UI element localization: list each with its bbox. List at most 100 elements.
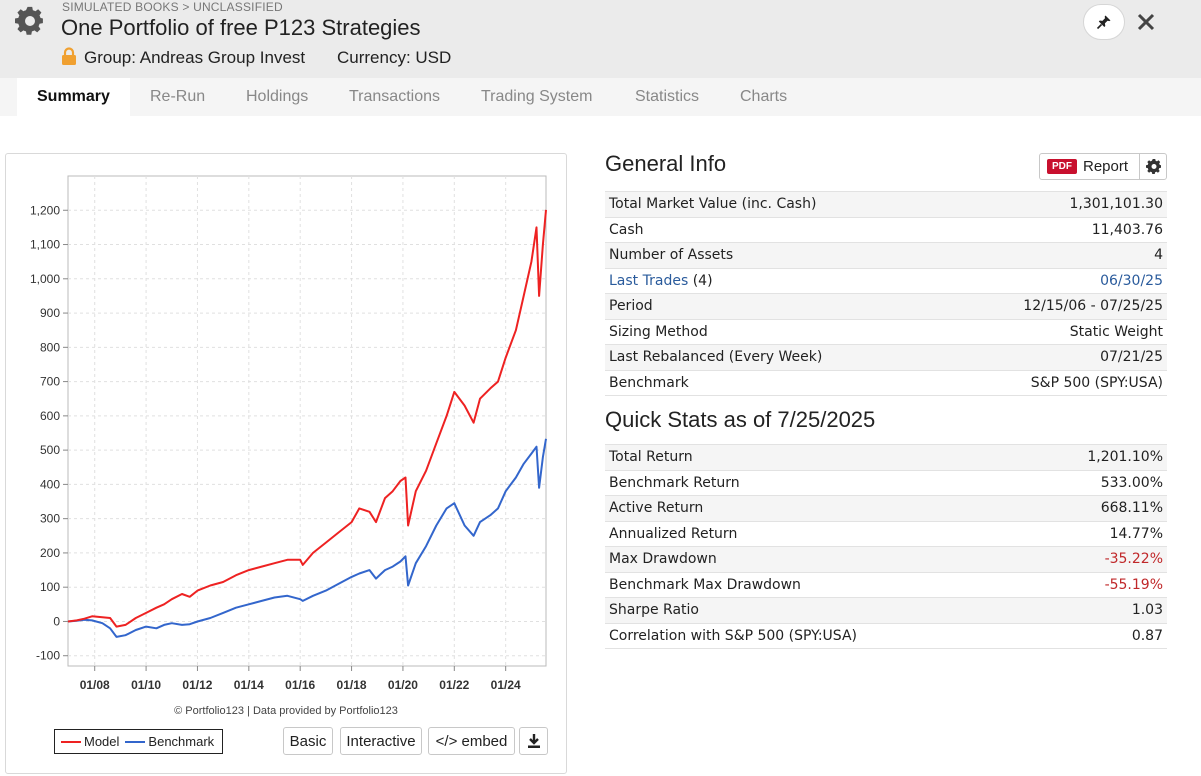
close-button[interactable] <box>1134 10 1158 34</box>
table-row: Benchmark Return 533.00% <box>605 469 1167 496</box>
tab-charts[interactable]: Charts <box>740 88 788 105</box>
general-info-heading: General Info <box>605 151 727 176</box>
x-tick-label: 01/14 <box>234 678 264 692</box>
y-tick-label: 700 <box>40 375 60 389</box>
tab-bar: Summary Re-Run Holdings Transactions Tra… <box>0 78 1201 116</box>
info-label: Cash <box>605 216 943 243</box>
y-tick-label: 300 <box>40 512 60 526</box>
grid-lines <box>68 176 546 666</box>
report-settings-gear-icon[interactable] <box>1146 158 1162 174</box>
general-info-table: Total Market Value (inc. Cash) 1,301,101… <box>605 191 1167 396</box>
y-tick-label: 800 <box>40 340 60 354</box>
table-row: Active Return 668.11% <box>605 495 1167 521</box>
x-tick-label: 01/20 <box>388 678 418 692</box>
stat-label: Active Return <box>605 495 1029 521</box>
legend-swatch-benchmark <box>125 740 146 743</box>
stat-value: 1.03 <box>1028 597 1167 623</box>
y-tick-label: 1,100 <box>30 238 60 252</box>
table-row: Correlation with S&P 500 (SPY:USA) 0.87 <box>605 622 1167 649</box>
info-label: Benchmark <box>605 369 943 396</box>
page-title: One Portfolio of free P123 Strategies <box>61 15 421 40</box>
table-row: Sharpe Ratio 1.03 <box>605 597 1167 623</box>
legend-item-model[interactable]: Model <box>59 734 119 749</box>
basic-button[interactable]: Basic <box>283 727 333 755</box>
tab-summary[interactable]: Summary <box>17 78 130 116</box>
info-label: Number of Assets <box>605 242 943 268</box>
y-tick-label: 600 <box>40 409 60 423</box>
y-tick-label: 0 <box>53 614 60 628</box>
table-row: Number of Assets 4 <box>605 242 1167 268</box>
stat-value: -35.22% <box>1028 546 1167 572</box>
legend-item-benchmark[interactable]: Benchmark <box>123 734 214 749</box>
y-tick-label: 200 <box>40 546 60 560</box>
x-tick-label: 01/22 <box>439 678 469 692</box>
download-button[interactable] <box>519 727 548 755</box>
stat-value: 0.87 <box>1028 622 1167 649</box>
y-tick-label: 900 <box>40 306 60 320</box>
last-trades-link[interactable]: Last Trades <box>609 272 689 289</box>
y-tick-label: 1,000 <box>30 272 60 286</box>
stat-value: -55.19% <box>1028 571 1167 598</box>
last-trades-count: (4) <box>692 272 713 289</box>
table-row: Total Market Value (inc. Cash) 1,301,101… <box>605 191 1167 217</box>
tab-re-run[interactable]: Re-Run <box>150 88 206 105</box>
chart-panel: -100 0 100 200 300 400 500 600 700 800 900 1,000 1,1… <box>5 153 567 774</box>
close-icon <box>1137 13 1155 31</box>
table-row: Annualized Return 14.77% <box>605 520 1167 547</box>
tab-statistics[interactable]: Statistics <box>635 88 700 105</box>
breadcrumb[interactable]: SIMULATED BOOKS > UNCLASSIFIED <box>62 0 283 14</box>
x-tick-label: 01/08 <box>80 678 110 692</box>
info-label: Period <box>605 293 943 319</box>
series-line-benchmark <box>67 438 547 638</box>
stat-label: Benchmark Return <box>605 469 1029 496</box>
info-value: 12/15/06 - 07/25/25 <box>942 293 1167 319</box>
info-label: Total Market Value (inc. Cash) <box>605 191 943 217</box>
pdf-badge: PDF <box>1047 159 1077 174</box>
interactive-button[interactable]: Interactive <box>340 727 422 755</box>
tab-trading-system[interactable]: Trading System <box>481 88 593 105</box>
info-label: Last Rebalanced (Every Week) <box>605 344 943 370</box>
info-value: 07/21/25 <box>942 344 1167 370</box>
info-value: Static Weight <box>942 318 1167 345</box>
info-value: 1,301,101.30 <box>942 191 1167 217</box>
quick-stats-heading: Quick Stats as of 7/25/2025 <box>605 407 876 432</box>
legend-label-benchmark: Benchmark <box>148 734 215 749</box>
group-label: Group: Andreas Group Invest <box>84 48 306 67</box>
x-tick-label: 01/10 <box>131 678 161 692</box>
page-header: SIMULATED BOOKS > UNCLASSIFIED One Portf… <box>0 0 1201 78</box>
y-tick-label: 400 <box>40 477 60 491</box>
info-label: Last Trades (4) <box>605 267 943 294</box>
tab-holdings[interactable]: Holdings <box>246 88 309 105</box>
pin-button[interactable] <box>1083 4 1125 40</box>
x-tick-label: 01/16 <box>285 678 315 692</box>
legend-swatch-model <box>61 740 81 743</box>
report-divider <box>1139 154 1140 179</box>
y-tick-label: 1,200 <box>30 203 60 217</box>
table-row: Benchmark Max Drawdown -55.19% <box>605 571 1167 598</box>
report-button[interactable]: PDF Report <box>1039 153 1167 180</box>
table-row: Total Return 1,201.10% <box>605 444 1167 470</box>
series-line-model <box>67 209 547 628</box>
table-row: Period 12/15/06 - 07/25/25 <box>605 293 1167 319</box>
stat-value: 533.00% <box>1028 469 1167 496</box>
y-tick-label: 100 <box>40 580 60 594</box>
table-row: Benchmark S&P 500 (SPY:USA) <box>605 369 1167 396</box>
chart-legend: Model Benchmark <box>54 729 224 754</box>
info-value: 11,403.76 <box>942 216 1167 243</box>
embed-button[interactable]: </> embed <box>428 727 515 755</box>
y-tick-label: -100 <box>36 649 60 663</box>
info-label: Sizing Method <box>605 318 943 345</box>
chart-credit: © Portfolio123 | Data provided by Portfo… <box>174 705 398 717</box>
stat-value: 668.11% <box>1028 495 1167 521</box>
info-value: 06/30/25 <box>942 267 1167 294</box>
plot-area <box>67 175 547 667</box>
performance-chart[interactable]: -100 0 100 200 300 400 500 600 700 800 900 1,000 1,1… <box>6 154 566 702</box>
settings-gear-icon[interactable] <box>14 6 46 38</box>
report-label: Report <box>1083 158 1129 175</box>
currency-label: Currency: USD <box>337 48 452 67</box>
stat-value: 1,201.10% <box>1028 444 1167 470</box>
lock-icon <box>62 47 76 65</box>
tab-transactions[interactable]: Transactions <box>349 88 440 105</box>
x-tick-label: 01/12 <box>182 678 212 692</box>
last-trades-date-link[interactable]: 06/30/25 <box>1100 272 1163 289</box>
